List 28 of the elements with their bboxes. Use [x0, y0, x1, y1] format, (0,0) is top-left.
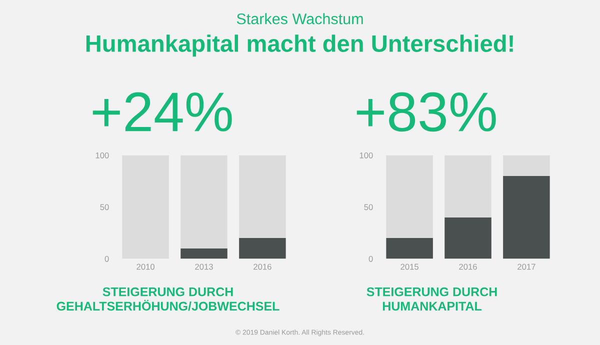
bar — [503, 155, 550, 176]
bar — [386, 238, 433, 259]
x-tick-label: 2010 — [136, 264, 155, 270]
x-tick-label: 2016 — [459, 264, 477, 270]
bar — [180, 248, 228, 259]
text: STEIGERUNG DURCH HUMANKAPITAL — [366, 287, 497, 311]
chart-title: +24% — [92, 92, 232, 132]
chart-title: +83% — [356, 92, 496, 132]
bar — [239, 238, 286, 259]
x-tick-label: 2015 — [400, 264, 418, 270]
x-tick-label: 2013 — [195, 264, 213, 270]
y-tick-label: 100 — [360, 152, 373, 158]
bar — [444, 155, 492, 218]
bar — [239, 155, 286, 238]
bar — [444, 217, 492, 259]
y-tick-label: 50 — [100, 204, 109, 210]
x-tick-label: 2017 — [518, 264, 536, 270]
y-tick-label: 100 — [96, 152, 109, 158]
text: STEIGERUNG DURCH GEHALTSERHÖHUNG/JOBWECHSEL — [56, 287, 280, 311]
x-tick-label: 2016 — [254, 264, 272, 270]
bar — [503, 176, 550, 259]
bar — [386, 155, 433, 238]
y-tick-label: 0 — [368, 256, 373, 262]
y-tick-label: 0 — [104, 256, 109, 262]
bar — [180, 155, 228, 248]
y-tick-label: 50 — [364, 204, 373, 210]
text: Humankapital macht den Unterschied! — [86, 34, 513, 57]
chart-subtitle: Starkes Wachstum — [236, 13, 363, 24]
